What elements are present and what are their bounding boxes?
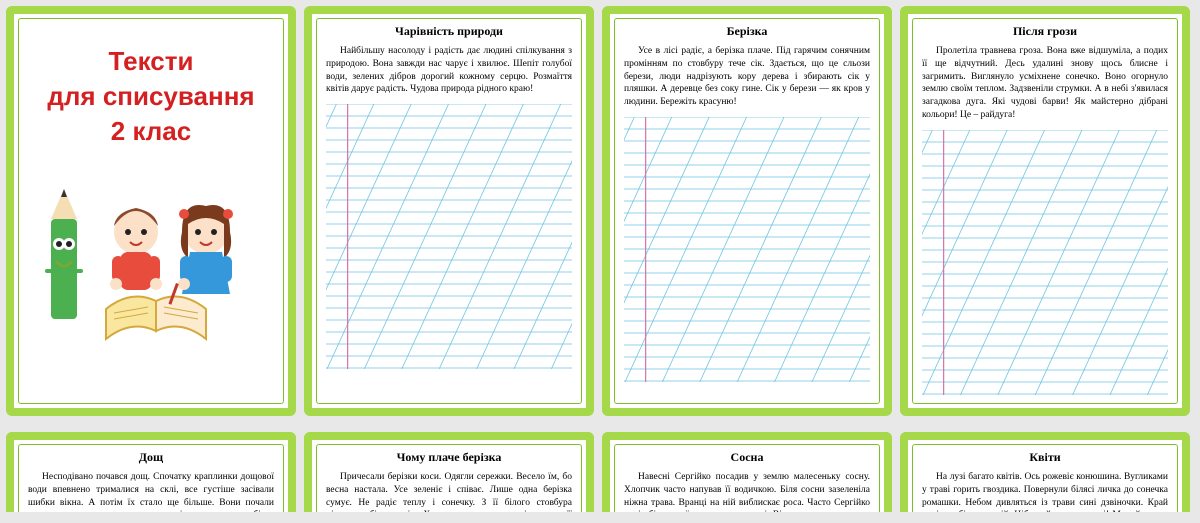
page1-body: Найбільшу насолоду і радість дає людині … (326, 45, 572, 96)
page4-title: Дощ (28, 450, 274, 465)
page3-ruled (922, 130, 1168, 395)
page2-body: Усе в лісі радіє, а берізка плаче. Під г… (624, 45, 870, 109)
page1-title: Чарівність природи (326, 24, 572, 39)
cover-title-line1: Тексти (47, 44, 254, 79)
cover-page: Тексти для списування 2 клас (6, 6, 296, 416)
text-page-4: Дощ Несподівано почався дощ. Спочатку кр… (6, 432, 296, 512)
page7-body: На лузі багато квітів. Ось рожевіє конюш… (922, 471, 1168, 512)
text-page-5: Чому плаче берізка Причесали берізки кос… (304, 432, 594, 512)
pages-grid: Тексти для списування 2 клас (0, 0, 1200, 518)
cover-illustration (36, 169, 266, 349)
page6-title: Сосна (624, 450, 870, 465)
page5-body: Причесали берізки коси. Одягли сережки. … (326, 471, 572, 512)
cover-title-line3: 2 клас (47, 114, 254, 149)
page4-body: Несподівано почався дощ. Спочатку крапли… (28, 471, 274, 512)
page7-title: Квіти (922, 450, 1168, 465)
text-page-2: Берізка Усе в лісі радіє, а берізка плач… (602, 6, 892, 416)
pages-row-1: Тексти для списування 2 клас (6, 6, 1190, 416)
text-page-7: Квіти На лузі багато квітів. Ось рожевіє… (900, 432, 1190, 512)
page3-body: Пролетіла травнева гроза. Вона вже відшу… (922, 45, 1168, 122)
text-page-6: Сосна Навесні Сергійко посадив у землю м… (602, 432, 892, 512)
cover-title-line2: для списування (47, 79, 254, 114)
page5-title: Чому плаче берізка (326, 450, 572, 465)
page6-body: Навесні Сергійко посадив у землю малесен… (624, 471, 870, 512)
page2-ruled (624, 117, 870, 382)
page1-ruled (326, 104, 572, 369)
page3-title: Після грози (922, 24, 1168, 39)
text-page-3: Після грози Пролетіла травнева гроза. Во… (900, 6, 1190, 416)
page2-title: Берізка (624, 24, 870, 39)
cover-title: Тексти для списування 2 клас (47, 44, 254, 149)
text-page-1: Чарівність природи Найбільшу насолоду і … (304, 6, 594, 416)
pages-row-2: Дощ Несподівано почався дощ. Спочатку кр… (6, 432, 1190, 512)
